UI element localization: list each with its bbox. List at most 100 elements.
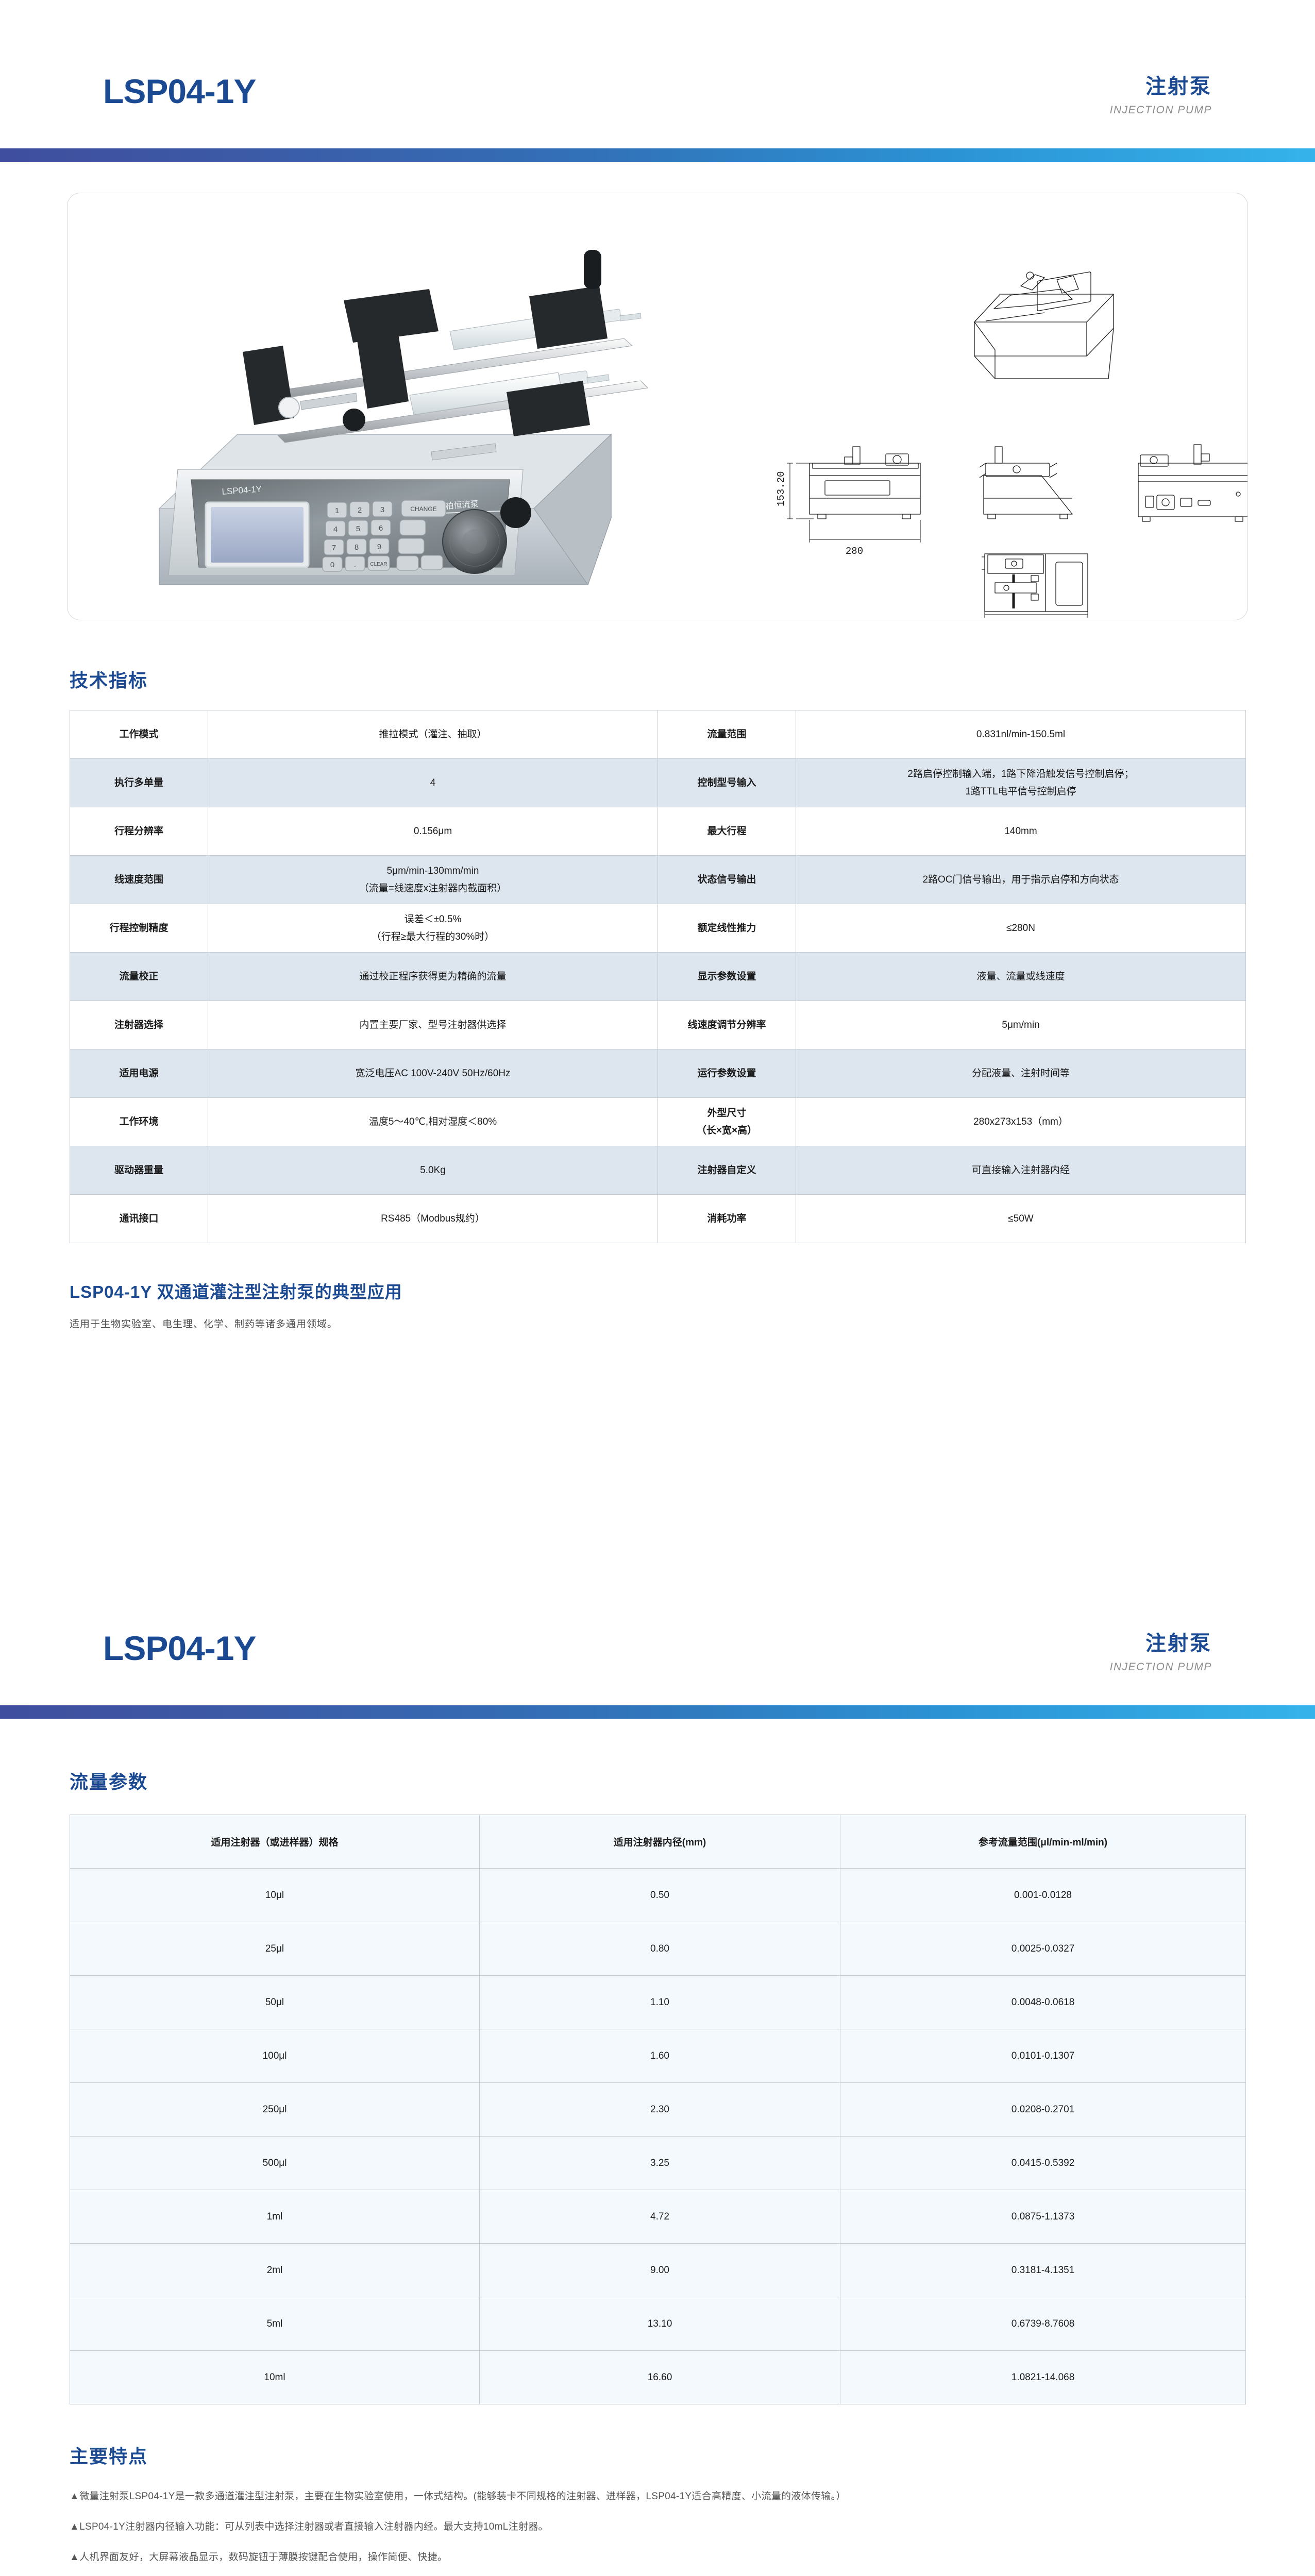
features-section-title: 主要特点 [70, 2446, 148, 2467]
key-decimal[interactable] [345, 556, 365, 571]
dimension-height [787, 463, 814, 519]
spec-label: 行程控制精度 [70, 904, 208, 953]
svg-text:5: 5 [356, 524, 360, 533]
spec-value: 140mm [796, 807, 1246, 856]
table-row: 500μl 3.25 0.0415-0.5392 [70, 2136, 1246, 2190]
spec-value: 温度5～40℃,相对湿度＜80% [208, 1097, 658, 1146]
spec-label: 执行多单量 [70, 758, 208, 807]
spec-table-body: 工作模式 推拉模式（灌注、抽取） 流量范围 0.831nl/min-150.5m… [70, 710, 1246, 1243]
svg-text:.: . [354, 560, 356, 569]
spec-label: 最大行程 [658, 807, 796, 856]
spec-label: 状态信号输出 [658, 855, 796, 904]
spec-value: 可直接输入注射器内经 [796, 1146, 1246, 1195]
key-rewind[interactable] [399, 519, 426, 536]
dimension-width [809, 520, 921, 543]
product-type-en: INJECTION PUMP [1109, 104, 1212, 116]
header-title-group: 注射泵 INJECTION PUMP [1110, 74, 1212, 148]
svg-text:1: 1 [335, 506, 339, 515]
syringe-carriage [243, 250, 649, 528]
cell-spec: 500μl [70, 2136, 480, 2190]
key-2[interactable] [349, 501, 370, 518]
technical-spec-table: 工作模式 推拉模式（灌注、抽取） 流量范围 0.831nl/min-150.5m… [70, 710, 1246, 1243]
clamp-bar-top [344, 289, 439, 343]
product-model-title: LSP04-1Y [103, 1629, 256, 1667]
key-change-label: CHANGE [410, 505, 436, 513]
spec-value: 280x273x153（mm） [796, 1097, 1246, 1146]
application-description: 适用于生物实验室、电生理、化学、制药等诸多通用领域。 [70, 1319, 338, 1330]
spec-label: 外型尺寸 （长×宽×高） [658, 1097, 796, 1146]
application-section-title: LSP04-1Y 双通道灌注型注射泵的典型应用 [70, 1282, 402, 1301]
spec-value: 2路OC门信号输出，用于指示启停和方向状态 [796, 855, 1246, 904]
key-9[interactable] [369, 538, 390, 554]
drawing-isometric [974, 272, 1114, 379]
cell-diameter: 3.25 [479, 2136, 840, 2190]
table-row: 行程分辨率 0.156μm 最大行程 140mm [70, 807, 1246, 856]
spec-value: 5μm/min-130mm/min （流量=线速度x注射器内截面积） [208, 855, 658, 904]
drawing-rear-view [1138, 444, 1247, 522]
svg-text:9: 9 [377, 543, 381, 551]
cell-diameter: 13.10 [479, 2297, 840, 2351]
table-row: 5ml 13.10 0.6739-8.7608 [70, 2297, 1246, 2351]
cell-spec: 10μl [70, 1868, 480, 1922]
spec-value: 内置主要厂家、型号注射器供选择 [208, 1001, 658, 1049]
key-clear-label: CLEAR [370, 562, 387, 567]
table-row: 线速度范围 5μm/min-130mm/min （流量=线速度x注射器内截面积）… [70, 855, 1246, 904]
table-row: 流量校正 通过校正程序获得更为精确的流量 显示参数设置 液量、流量或线速度 [70, 952, 1246, 1001]
key-next[interactable] [420, 555, 443, 570]
svg-text:2: 2 [358, 506, 362, 515]
spec-value: 5μm/min [796, 1001, 1246, 1049]
product-type-cn: 注射泵 [1145, 1632, 1212, 1655]
flow-table-head: 适用注射器（或进样器）规格 适用注射器内径(mm) 参考流量范围(μl/min-… [70, 1815, 1246, 1869]
key-0[interactable] [322, 556, 343, 572]
cell-diameter: 1.10 [479, 1975, 840, 2029]
list-item: ▲微量注射泵LSP04-1Y是一款多通道灌注型注射泵，主要在生物实验室使用，一体… [70, 2491, 846, 2502]
cell-spec: 2ml [70, 2243, 480, 2297]
svg-text:3: 3 [380, 505, 384, 514]
header-gradient-bar [0, 1705, 1315, 1719]
product-model-title: LSP04-1Y [103, 72, 256, 110]
clamp-thumb-screw[interactable] [584, 250, 601, 289]
key-1[interactable] [327, 502, 347, 518]
clamp-middle [356, 327, 409, 409]
rotary-knob[interactable] [442, 509, 507, 574]
key-8[interactable] [346, 538, 367, 555]
key-prev[interactable] [396, 555, 419, 571]
cell-spec: 250μl [70, 2082, 480, 2137]
column-header-diameter: 适用注射器内径(mm) [479, 1815, 840, 1869]
cell-range: 0.6739-8.7608 [840, 2297, 1246, 2351]
spec-label: 通讯接口 [70, 1194, 208, 1243]
cell-range: 0.0875-1.1373 [840, 2190, 1246, 2244]
key-6[interactable] [370, 519, 391, 536]
table-row: 250μl 2.30 0.0208-0.2701 [70, 2082, 1246, 2137]
svg-text:6: 6 [379, 524, 383, 533]
flow-table-wrap: 适用注射器（或进样器）规格 适用注射器内径(mm) 参考流量范围(μl/min-… [70, 1815, 1246, 2404]
spec-value: 分配液量、注射时间等 [796, 1049, 1246, 1098]
key-5[interactable] [348, 520, 368, 536]
spec-label: 消耗功率 [658, 1194, 796, 1243]
cell-spec: 1ml [70, 2190, 480, 2244]
locking-knob[interactable] [500, 497, 531, 528]
table-row: 工作模式 推拉模式（灌注、抽取） 流量范围 0.831nl/min-150.5m… [70, 710, 1246, 759]
cell-spec: 100μl [70, 2029, 480, 2083]
key-4[interactable] [325, 520, 346, 537]
table-row: 100μl 1.60 0.0101-0.1307 [70, 2029, 1246, 2083]
drawing-top-view [982, 553, 1088, 612]
product-photo: LSP04-1Y 勋柏恒流泵 [68, 193, 753, 620]
technical-drawings-svg: 153.20 280 268.50 [775, 272, 1247, 618]
spec-value: 液量、流量或线速度 [796, 952, 1246, 1001]
spec-label: 适用电源 [70, 1049, 208, 1098]
spec-label: 行程分辨率 [70, 807, 208, 856]
key-percent[interactable] [398, 538, 425, 554]
key-clear[interactable] [367, 555, 390, 571]
header-gradient-bar [0, 148, 1315, 162]
key-7[interactable] [324, 539, 344, 555]
key-change[interactable] [401, 500, 446, 517]
spec-label: 驱动器重量 [70, 1146, 208, 1195]
carriage-knob[interactable] [343, 409, 365, 431]
table-row: 2ml 9.00 0.3181-4.1351 [70, 2243, 1246, 2297]
key-3[interactable] [372, 501, 393, 517]
cell-range: 0.0208-0.2701 [840, 2082, 1246, 2137]
lcd-screen [211, 507, 304, 563]
features-list: ▲微量注射泵LSP04-1Y是一款多通道灌注型注射泵，主要在生物实验室使用，一体… [70, 2487, 1245, 2576]
control-panel: LSP04-1Y 勋柏恒流泵 [191, 479, 510, 574]
